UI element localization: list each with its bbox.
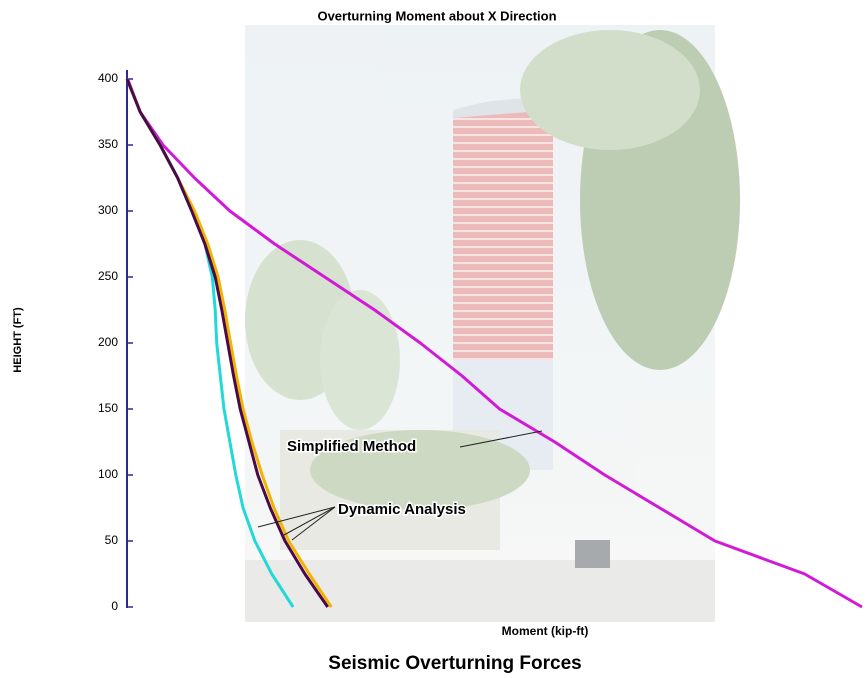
annotation: Dynamic Analysis bbox=[338, 501, 466, 518]
annotation: Simplified Method bbox=[287, 438, 416, 455]
data-line bbox=[126, 78, 863, 609]
y-tick-label: 150 bbox=[98, 401, 118, 415]
caption: Seismic Overturning Forces bbox=[328, 653, 581, 674]
y-tick-label: 200 bbox=[98, 335, 118, 349]
y-tick-label: 300 bbox=[98, 203, 118, 217]
x-axis-label: Moment (kip-ft) bbox=[502, 624, 589, 638]
y-tick-label: 50 bbox=[105, 533, 119, 547]
y-axis-label: HEIGHT (FT) bbox=[12, 307, 24, 373]
y-tick-label: 350 bbox=[98, 137, 118, 151]
plot: 0 50 100 150 200 250 300 350 400 bbox=[98, 70, 863, 613]
background-photo bbox=[245, 25, 740, 622]
y-tick-label: 250 bbox=[98, 269, 118, 283]
chart-title: Overturning Moment about X Direction bbox=[317, 8, 556, 23]
y-tick-label: 0 bbox=[111, 599, 118, 613]
annotation-arrows bbox=[257, 430, 543, 541]
data-line bbox=[125, 78, 329, 608]
y-tick-label: 400 bbox=[98, 71, 118, 85]
y-tick-label: 100 bbox=[98, 467, 118, 481]
